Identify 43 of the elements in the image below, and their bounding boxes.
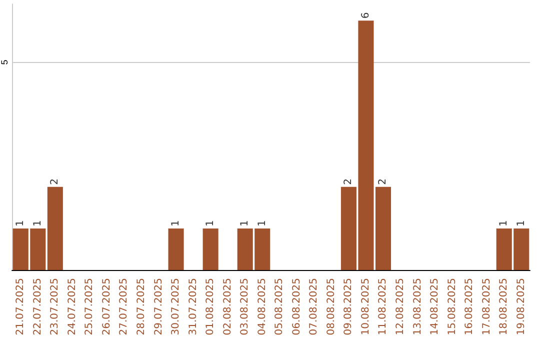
x-tick-label: 15.08.2025 (446, 278, 458, 336)
data-label: 2 (378, 178, 389, 185)
data-label: 1 (256, 220, 268, 226)
x-tick-label: 01.08.2025 (205, 278, 216, 336)
x-tick-label: 24.07.2025 (66, 278, 78, 336)
x-tick-label: 18.08.2025 (498, 278, 510, 336)
data-label: 1 (498, 220, 510, 226)
data-label: 1 (32, 220, 44, 226)
data-label: 2 (343, 178, 354, 185)
x-tick-label: 31.07.2025 (188, 278, 199, 336)
x-tick-label: 04.08.2025 (256, 278, 268, 336)
x-tick-label: 13.08.2025 (412, 278, 424, 336)
data-label: 2 (50, 178, 61, 185)
data-label: 6 (360, 12, 372, 19)
x-tick-label: 08.08.2025 (326, 278, 337, 336)
x-tick-label: 11.08.2025 (378, 278, 389, 336)
x-tick-label: 23.07.2025 (50, 278, 61, 336)
x-tick-label: 12.08.2025 (395, 278, 406, 336)
x-tick-label: 17.08.2025 (481, 278, 492, 336)
data-label: 1 (240, 220, 251, 226)
x-tick-label: 02.08.2025 (222, 278, 234, 336)
x-tick-label: 21.07.2025 (15, 278, 26, 336)
x-tick-label: 28.07.2025 (136, 278, 147, 336)
x-tick-label: 03.08.2025 (240, 278, 251, 336)
x-tick-label: 10.08.2025 (360, 278, 372, 336)
x-tick-label: 05.08.2025 (274, 278, 286, 336)
x-tick-label: 19.08.2025 (516, 278, 527, 336)
data-label: 1 (205, 220, 216, 226)
x-tick-label: 30.07.2025 (170, 278, 182, 336)
x-tick-label: 26.07.2025 (101, 278, 112, 336)
x-tick-label: 22.07.2025 (32, 278, 44, 336)
x-tick-label: 14.08.2025 (430, 278, 441, 336)
x-tick-label: 25.07.2025 (84, 278, 96, 336)
x-tick-label: 16.08.2025 (464, 278, 476, 336)
data-label: 1 (15, 220, 26, 226)
data-label: 1 (516, 220, 527, 226)
data-label: 1 (170, 220, 182, 226)
y-tick-label: 5 (0, 60, 10, 65)
x-tick-label: 27.07.2025 (118, 278, 130, 336)
x-tick-label: 29.07.2025 (153, 278, 164, 336)
x-tick-label: 06.08.2025 (291, 278, 302, 336)
x-tick-label: 09.08.2025 (343, 278, 354, 336)
x-tick-label: 07.08.2025 (308, 278, 320, 336)
